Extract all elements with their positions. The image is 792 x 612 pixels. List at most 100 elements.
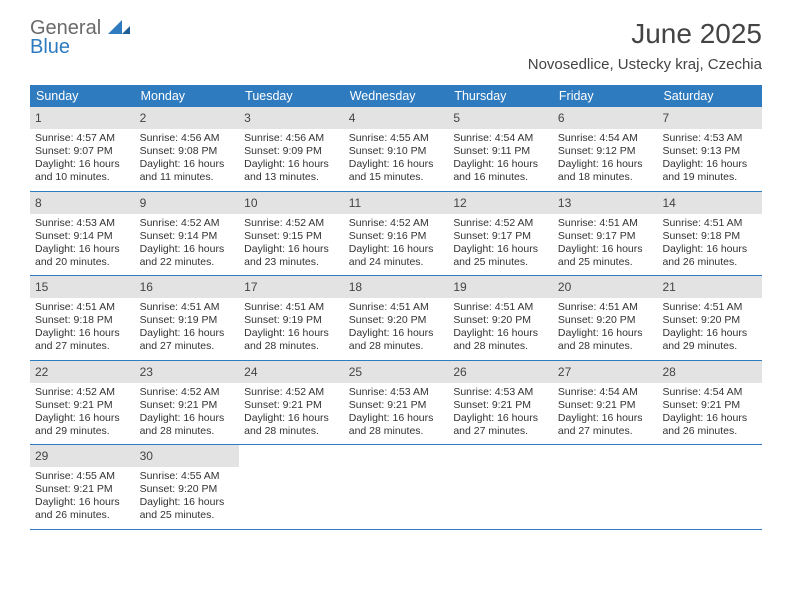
- daylight-line: Daylight: 16 hours and 15 minutes.: [349, 158, 444, 184]
- sunset-line: Sunset: 9:14 PM: [140, 230, 235, 243]
- sunrise-line: Sunrise: 4:52 AM: [35, 386, 130, 399]
- sunrise-line: Sunrise: 4:51 AM: [35, 301, 130, 314]
- day-details: Sunrise: 4:55 AMSunset: 9:21 PMDaylight:…: [35, 470, 130, 523]
- calendar-day: 7 Sunrise: 4:53 AMSunset: 9:13 PMDaylight…: [657, 107, 762, 191]
- day-details: Sunrise: 4:54 AMSunset: 9:12 PMDaylight:…: [558, 132, 653, 185]
- calendar-day: 6Sunrise: 4:54 AMSunset: 9:12 PMDaylight…: [553, 107, 658, 191]
- day-number: 9: [140, 196, 147, 210]
- page-title: June 2025: [528, 18, 762, 50]
- day-of-week-header: SundayMondayTuesdayWednesdayThursdayFrid…: [30, 85, 762, 107]
- day-number-bar: 5: [448, 107, 553, 129]
- day-number: 16: [140, 280, 153, 294]
- day-number-bar: 16: [135, 276, 240, 298]
- daylight-line: Daylight: 16 hours and 28 minutes.: [349, 412, 444, 438]
- sunrise-line: Sunrise: 4:51 AM: [662, 301, 757, 314]
- sunset-line: Sunset: 9:15 PM: [244, 230, 339, 243]
- sunset-line: Sunset: 9:16 PM: [349, 230, 444, 243]
- sunrise-line: Sunrise: 4:53 AM: [662, 132, 757, 145]
- daylight-line: Daylight: 16 hours and 28 minutes.: [244, 412, 339, 438]
- sunrise-line: Sunrise: 4:52 AM: [244, 217, 339, 230]
- day-number: 2: [140, 111, 147, 125]
- sunset-line: Sunset: 9:13 PM: [662, 145, 757, 158]
- day-number: 15: [35, 280, 48, 294]
- calendar-day: [553, 445, 658, 529]
- sunrise-line: Sunrise: 4:51 AM: [662, 217, 757, 230]
- day-details: Sunrise: 4:51 AMSunset: 9:19 PMDaylight:…: [244, 301, 339, 354]
- sunrise-line: Sunrise: 4:51 AM: [453, 301, 548, 314]
- logo-text: General Blue: [30, 18, 130, 57]
- day-number: 22: [35, 365, 48, 379]
- dow-cell: Friday: [553, 85, 658, 107]
- day-number: 3: [244, 111, 251, 125]
- calendar-day: 23Sunrise: 4:52 AMSunset: 9:21 PMDayligh…: [135, 361, 240, 445]
- day-number: 30: [140, 449, 153, 463]
- sunrise-line: Sunrise: 4:55 AM: [35, 470, 130, 483]
- daylight-line: Daylight: 16 hours and 24 minutes.: [349, 243, 444, 269]
- day-number: 27: [558, 365, 571, 379]
- day-number: 20: [558, 280, 571, 294]
- sunset-line: Sunset: 9:21 PM: [244, 399, 339, 412]
- day-number-bar: 26: [448, 361, 553, 383]
- sunrise-line: Sunrise: 4:53 AM: [453, 386, 548, 399]
- daylight-line: Daylight: 16 hours and 11 minutes.: [140, 158, 235, 184]
- day-number: 24: [244, 365, 257, 379]
- calendar-week: 15Sunrise: 4:51 AMSunset: 9:18 PMDayligh…: [30, 276, 762, 361]
- sunrise-line: Sunrise: 4:52 AM: [349, 217, 444, 230]
- day-number-bar: 24: [239, 361, 344, 383]
- sunset-line: Sunset: 9:19 PM: [244, 314, 339, 327]
- day-number: 7: [662, 111, 669, 125]
- calendar-day: 1Sunrise: 4:57 AMSunset: 9:07 PMDaylight…: [30, 107, 135, 191]
- day-details: Sunrise: 4:51 AMSunset: 9:20 PMDaylight:…: [662, 301, 757, 354]
- dow-cell: Tuesday: [239, 85, 344, 107]
- logo: General Blue: [30, 18, 130, 57]
- calendar-day: 5Sunrise: 4:54 AMSunset: 9:11 PMDaylight…: [448, 107, 553, 191]
- day-number-bar: 17: [239, 276, 344, 298]
- daylight-line: Daylight: 16 hours and 28 minutes.: [140, 412, 235, 438]
- calendar-day: 27 Sunrise: 4:54 AMSunset: 9:21 PMDayligh…: [553, 361, 658, 445]
- calendar-day: 25Sunrise: 4:53 AMSunset: 9:21 PMDayligh…: [344, 361, 449, 445]
- sunset-line: Sunset: 9:20 PM: [558, 314, 653, 327]
- sunset-line: Sunset: 9:20 PM: [349, 314, 444, 327]
- sunset-line: Sunset: 9:18 PM: [662, 230, 757, 243]
- day-number: 26: [453, 365, 466, 379]
- daylight-line: Daylight: 16 hours and 25 minutes.: [453, 243, 548, 269]
- day-number-bar: 13: [553, 192, 658, 214]
- calendar-day: 4Sunrise: 4:55 AMSunset: 9:10 PMDaylight…: [344, 107, 449, 191]
- calendar-day: 9 Sunrise: 4:52 AMSunset: 9:14 PMDaylight…: [135, 192, 240, 276]
- day-number: 8: [35, 196, 42, 210]
- sunrise-line: Sunrise: 4:53 AM: [349, 386, 444, 399]
- sunrise-line: Sunrise: 4:51 AM: [558, 301, 653, 314]
- day-details: Sunrise: 4:53 AMSunset: 9:13 PMDaylight:…: [662, 132, 757, 185]
- sunset-line: Sunset: 9:21 PM: [662, 399, 757, 412]
- dow-cell: Monday: [135, 85, 240, 107]
- calendar-day: 15Sunrise: 4:51 AMSunset: 9:18 PMDayligh…: [30, 276, 135, 360]
- calendar-day: 14Sunrise: 4:51 AMSunset: 9:18 PMDayligh…: [657, 192, 762, 276]
- daylight-line: Daylight: 16 hours and 13 minutes.: [244, 158, 339, 184]
- calendar-day: [657, 445, 762, 529]
- day-details: Sunrise: 4:52 AMSunset: 9:14 PMDaylight:…: [140, 217, 235, 270]
- day-number: 12: [453, 196, 466, 210]
- daylight-line: Daylight: 16 hours and 26 minutes.: [35, 496, 130, 522]
- sunset-line: Sunset: 9:08 PM: [140, 145, 235, 158]
- day-number-bar: 23: [135, 361, 240, 383]
- sunset-line: Sunset: 9:21 PM: [140, 399, 235, 412]
- day-number-bar: 21: [657, 276, 762, 298]
- daylight-line: Daylight: 16 hours and 26 minutes.: [662, 243, 757, 269]
- day-details: Sunrise: 4:54 AMSunset: 9:21 PMDaylight:…: [558, 386, 653, 439]
- calendar-day: 13Sunrise: 4:51 AMSunset: 9:17 PMDayligh…: [553, 192, 658, 276]
- day-details: Sunrise: 4:52 AMSunset: 9:15 PMDaylight:…: [244, 217, 339, 270]
- day-number: 5: [453, 111, 460, 125]
- day-details: Sunrise: 4:51 AMSunset: 9:20 PMDaylight:…: [453, 301, 548, 354]
- sunrise-line: Sunrise: 4:51 AM: [140, 301, 235, 314]
- sunrise-line: Sunrise: 4:56 AM: [140, 132, 235, 145]
- sunrise-line: Sunrise: 4:52 AM: [140, 217, 235, 230]
- day-number: 11: [349, 196, 361, 210]
- daylight-line: Daylight: 16 hours and 27 minutes.: [453, 412, 548, 438]
- day-details: Sunrise: 4:55 AMSunset: 9:10 PMDaylight:…: [349, 132, 444, 185]
- daylight-line: Daylight: 16 hours and 16 minutes.: [453, 158, 548, 184]
- day-details: Sunrise: 4:55 AMSunset: 9:20 PMDaylight:…: [140, 470, 235, 523]
- day-details: Sunrise: 4:57 AMSunset: 9:07 PMDaylight:…: [35, 132, 130, 185]
- calendar-day: 21 Sunrise: 4:51 AMSunset: 9:20 PMDayligh…: [657, 276, 762, 360]
- daylight-line: Daylight: 16 hours and 25 minutes.: [140, 496, 235, 522]
- daylight-line: Daylight: 16 hours and 28 minutes.: [244, 327, 339, 353]
